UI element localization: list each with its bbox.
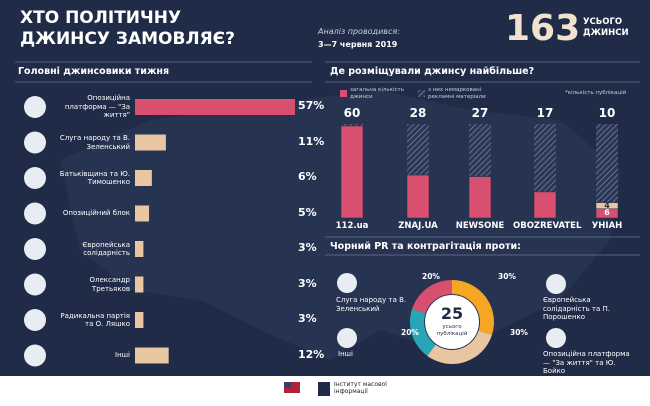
donut-segment: [412, 280, 452, 314]
category-label: OBOZREVATEL: [513, 221, 582, 231]
value-label: 11%: [298, 134, 325, 148]
category-label: УНІАН: [591, 221, 623, 231]
donut-hole: [425, 295, 479, 349]
legend-swatch: [418, 90, 425, 97]
category-label: Європейська солідарність та П. Порошенко: [543, 296, 611, 321]
bar: [135, 276, 144, 293]
bar: [135, 134, 166, 151]
bar: [135, 312, 144, 328]
flag-logo: [284, 382, 300, 393]
party-icon: [24, 238, 46, 260]
bar: [135, 241, 144, 257]
bar-value-label: 4: [604, 200, 610, 210]
party-icon: [24, 96, 46, 118]
category-label: Інші: [338, 350, 353, 358]
chart-title: Головні джинсовики тижня: [18, 66, 170, 77]
total-label: 10: [598, 106, 616, 120]
party-icon: [546, 328, 566, 348]
category-label: Європейська солідарність: [82, 240, 130, 258]
value-label: 20%: [401, 328, 419, 337]
bar-value-label: 6: [604, 208, 610, 218]
bar: [135, 205, 150, 222]
chart-title: Чорний PR та контрагітація проти:: [330, 241, 521, 252]
value-label: 20%: [422, 272, 440, 281]
note: *кількість публікацій: [565, 90, 627, 96]
total-label: 27: [471, 106, 489, 120]
value-label: 57%: [298, 99, 325, 112]
party-icon: [24, 309, 46, 331]
category-label: Батьківщина та Ю. Тимошенко: [59, 169, 130, 187]
category-label: Слуга народу та В. Зеленський: [336, 296, 407, 313]
value-label: 12%: [298, 347, 325, 361]
party-icon: [337, 273, 357, 293]
footer-org: Інститут масової інформації: [334, 381, 387, 395]
bar: [135, 170, 152, 186]
category-label: Інші: [115, 351, 130, 360]
total-label: 28: [409, 106, 427, 120]
period: 3—7 червня 2019: [318, 40, 398, 49]
donut-total: 25: [440, 304, 464, 323]
party-icon: [24, 202, 46, 225]
period-label: Аналіз проводився:: [318, 27, 400, 36]
bar: [340, 125, 364, 219]
title: ХТО ПОЛІТИЧНУ ДЖИНСУ ЗАМОВЛЯЄ?: [20, 8, 236, 49]
total: 163: [505, 8, 581, 49]
chart-title: Де розміщували джинсу найбільше?: [330, 66, 535, 77]
flag-logo: [284, 382, 291, 388]
value-label: 5%: [298, 205, 317, 219]
category-label: Опозиційний блок: [62, 209, 130, 218]
legend-label: з них немарковані рекламні матеріали: [428, 87, 486, 100]
bar: [595, 202, 619, 210]
category-label: 112.ua: [335, 221, 369, 231]
category-label: Опозиційна платформа — "За життя" та Ю. …: [543, 350, 630, 375]
value-label: 30%: [510, 328, 528, 337]
donut-segment: [452, 280, 494, 335]
category-label: NEWSONE: [455, 221, 505, 231]
party-icon: [24, 131, 46, 154]
value-label: 6%: [298, 170, 317, 183]
party-icon: [24, 344, 46, 367]
value-label: 3%: [298, 241, 317, 254]
legend-label: загальна кількість джинси: [350, 87, 404, 100]
value-label: 3%: [298, 312, 317, 325]
bar: [533, 191, 557, 219]
column-backdrop: [596, 124, 618, 218]
category-label: Слуга народу та В. Зеленський: [59, 134, 130, 151]
party-icon: [546, 274, 566, 294]
donut-segment: [410, 309, 436, 356]
bar: [135, 347, 169, 364]
total-label: УСЬОГО ДЖИНСИ: [583, 17, 629, 38]
category-label: Олександр Третьяков: [89, 276, 130, 293]
bar: [468, 176, 492, 219]
party-icon: [337, 328, 357, 348]
value-label: 30%: [498, 272, 516, 281]
total-label: 60: [343, 106, 361, 120]
donut-segment: [427, 330, 492, 364]
imi-logo: [318, 382, 330, 396]
donut-total-label: усього публікацій: [436, 324, 468, 337]
bar: [135, 99, 295, 115]
category-label: ZNAJ.UA: [398, 221, 438, 231]
category-label: Радикальна партія та О. Ляшко: [60, 311, 130, 329]
bar: [406, 174, 430, 219]
category-label: Опозиційна платформа — "За життя": [64, 94, 130, 120]
legend-swatch: [340, 90, 347, 97]
value-label: 3%: [298, 276, 317, 290]
party-icon: [24, 273, 46, 296]
total-label: 17: [536, 106, 554, 120]
party-icon: [24, 167, 46, 189]
